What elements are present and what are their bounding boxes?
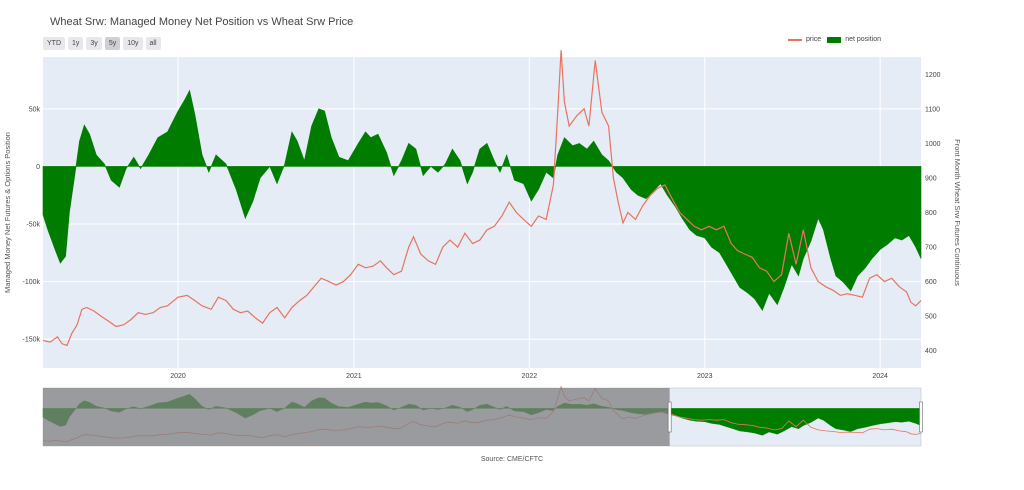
x-tick-label: 2022 <box>522 373 538 380</box>
range-slider-net-position-area <box>42 393 922 436</box>
y-left-axis-title: Managed Money Net Futures & Options Posi… <box>3 132 12 293</box>
range-button-10y[interactable]: 10y <box>123 37 143 50</box>
range-slider-handle-right <box>919 401 923 433</box>
x-tick-label: 2024 <box>872 373 888 380</box>
x-tick-label: 2020 <box>170 373 186 380</box>
range-button-1y[interactable]: 1y <box>68 37 84 50</box>
legend-item-price[interactable]: price <box>788 36 821 43</box>
y-right-tick-label: 500 <box>925 314 937 321</box>
legend-swatch-net-position <box>827 36 842 43</box>
y-right-tick-label: 1100 <box>925 106 940 113</box>
y-right-tick-label: 800 <box>925 210 937 217</box>
y-left-tick-label: -150k <box>22 337 40 344</box>
chart-title: Wheat Srw: Managed Money Net Position vs… <box>50 16 354 28</box>
y-right-tick-label: 400 <box>925 348 937 355</box>
range-slider-mask <box>43 388 670 446</box>
range-selector: YTD 1y 3y 5y 10y all <box>43 37 161 50</box>
range-button-3y[interactable]: 3y <box>86 37 102 50</box>
y-right-tick-label: 700 <box>925 245 937 252</box>
range-slider-price-line <box>42 385 922 443</box>
range-button-all[interactable]: all <box>145 37 161 50</box>
y-right-tick-label: 1000 <box>925 141 941 148</box>
series-net-position-area <box>42 89 922 312</box>
y-left-tick-label: 50k <box>29 106 41 113</box>
series-price-line <box>42 50 922 347</box>
x-tick-label: 2021 <box>346 373 362 380</box>
y-right-tick-label: 1200 <box>925 72 941 79</box>
legend-swatch-price <box>788 38 802 41</box>
x-tick-label: 2023 <box>697 373 713 380</box>
legend: price net position <box>788 36 881 43</box>
y-right-tick-label: 600 <box>925 279 937 286</box>
y-right-axis-title: Front Month Wheat Srw Futures Continuous <box>953 139 962 286</box>
source-note: Source: CME/CFTC <box>480 456 544 463</box>
y-left-tick-label: -100k <box>22 279 40 286</box>
legend-label-net-position: net position <box>845 36 881 43</box>
y-left-tick-label: -50k <box>26 222 40 229</box>
legend-item-net-position[interactable]: net position <box>827 36 881 43</box>
y-right-tick-label: 900 <box>925 175 937 182</box>
range-slider-handle-left <box>667 401 672 433</box>
range-button-5y[interactable]: 5y <box>104 37 121 50</box>
y-left-tick-label: 0 <box>36 164 40 171</box>
range-button-ytd[interactable]: YTD <box>43 37 65 50</box>
range-slider-background <box>42 387 922 447</box>
plot-background <box>43 57 921 368</box>
legend-label-price: price <box>806 36 822 43</box>
